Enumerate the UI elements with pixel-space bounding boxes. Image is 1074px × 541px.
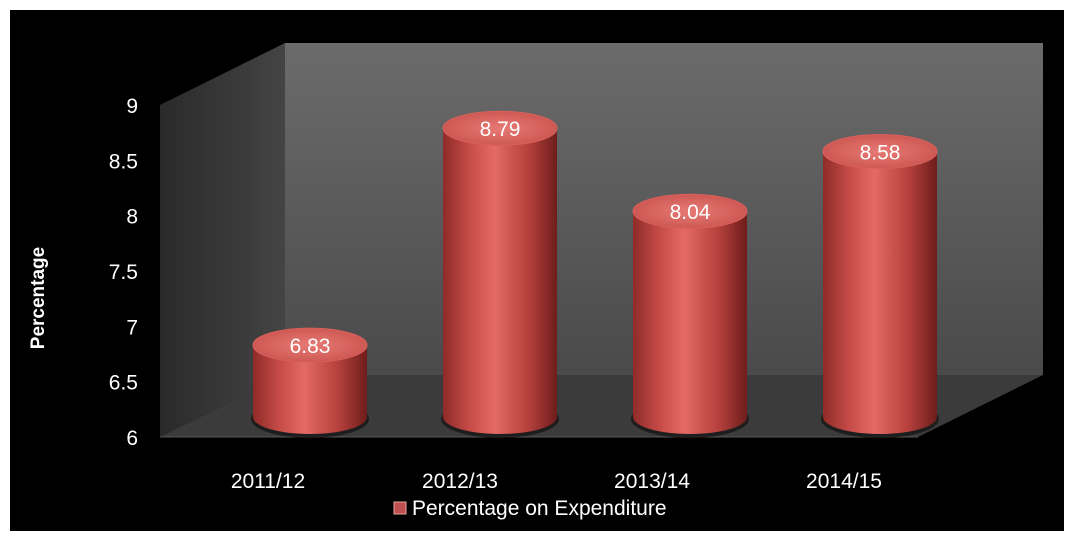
bar-top <box>632 193 748 229</box>
bar-top <box>252 327 368 363</box>
data-label: 8.79 <box>480 118 521 141</box>
x-tick-label: 2012/13 <box>422 470 498 493</box>
bar: 6.83 <box>251 327 369 438</box>
bar-body <box>823 151 937 435</box>
bar-top <box>442 110 558 146</box>
bar-body <box>633 211 747 434</box>
bar: 8.79 <box>441 110 559 438</box>
bar: 8.04 <box>631 193 749 438</box>
y-axis-title: Percentage <box>28 247 49 349</box>
side-wall <box>160 43 285 437</box>
data-label: 8.58 <box>860 141 901 164</box>
data-label: 6.83 <box>290 335 331 358</box>
x-tick-label: 2014/15 <box>806 470 882 493</box>
bar-body <box>443 128 557 434</box>
y-tick-label: 7 <box>126 316 138 339</box>
y-tick-label: 8 <box>126 206 138 229</box>
chart-canvas: 66.577.588.59 6.838.798.048.58 2011/12 20… <box>28 43 1043 520</box>
bar: 8.58 <box>821 133 939 438</box>
y-tick-label: 9 <box>126 95 138 118</box>
x-axis-labels: 2011/12 2012/13 2013/14 2014/15 <box>231 470 882 493</box>
bar-top <box>822 133 938 169</box>
chart-area: 6 6.5 7 7.5 8 8.5 9 6.83 8.79 8.04 8.58 2011/12 20… <box>10 10 1064 531</box>
y-tick-label: 6.5 <box>109 372 138 395</box>
x-tick-label: 2011/12 <box>231 470 305 493</box>
bar-body <box>253 345 367 434</box>
legend-swatch <box>393 501 407 515</box>
x-tick-label: 2013/14 <box>614 470 690 493</box>
y-axis-ticks: 6 6.5 7 7.5 8 8.5 9 <box>109 95 138 450</box>
y-tick-label: 7.5 <box>109 261 138 284</box>
legend-label: Percentage on Expenditure <box>412 497 667 520</box>
bars: 6.83 8.79 8.04 8.58 <box>251 110 939 438</box>
legend: Percentage on Expenditure <box>393 497 667 520</box>
y-tick-label: 6 <box>126 427 138 450</box>
data-label: 8.04 <box>670 201 711 224</box>
y-tick-label: 8.5 <box>109 150 138 173</box>
